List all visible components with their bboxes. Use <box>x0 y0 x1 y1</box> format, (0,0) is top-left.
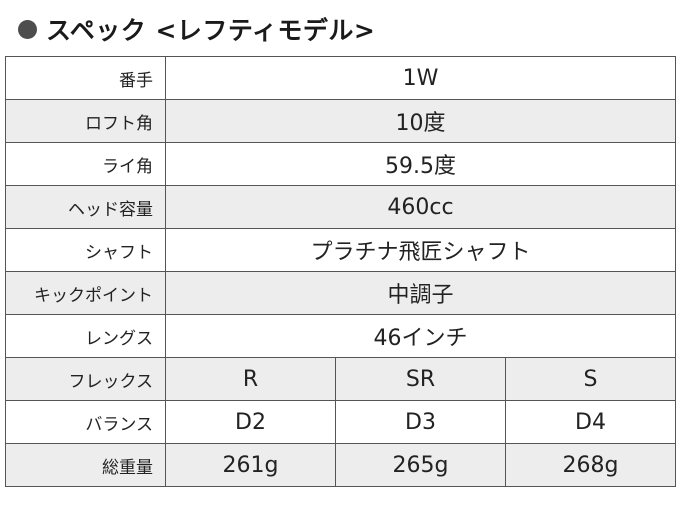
spec-row-length: レングス 46インチ <box>5 314 676 358</box>
spec-label: 総重量 <box>5 443 166 487</box>
spec-value: SR <box>335 357 506 401</box>
spec-value: R <box>165 357 336 401</box>
spec-value: プラチナ飛匠シャフト <box>165 228 676 272</box>
spec-value: 265g <box>335 443 506 487</box>
bullet-circle-icon <box>18 19 37 39</box>
spec-row-balance: バランス D2 D3 D4 <box>5 400 676 444</box>
spec-row-loft: ロフト角 10度 <box>5 99 676 143</box>
spec-value: D4 <box>505 400 676 444</box>
spec-label: レングス <box>5 314 166 358</box>
spec-value: 261g <box>165 443 336 487</box>
spec-value: 1W <box>165 56 676 100</box>
spec-label: バランス <box>5 400 166 444</box>
spec-value: 中調子 <box>165 271 676 315</box>
spec-value: S <box>505 357 676 401</box>
spec-row-kickpoint: キックポイント 中調子 <box>5 271 676 315</box>
spec-label: キックポイント <box>5 271 166 315</box>
spec-label: 番手 <box>5 56 166 100</box>
spec-label: ロフト角 <box>5 99 166 143</box>
spec-value: 460cc <box>165 185 676 229</box>
spec-label: ヘッド容量 <box>5 185 166 229</box>
spec-row-lie: ライ角 59.5度 <box>5 142 676 186</box>
spec-value: 10度 <box>165 99 676 143</box>
spec-row-total-weight: 総重量 261g 265g 268g <box>5 443 676 487</box>
spec-value: 46インチ <box>165 314 676 358</box>
spec-value: 268g <box>505 443 676 487</box>
spec-value: D3 <box>335 400 506 444</box>
spec-value: 59.5度 <box>165 142 676 186</box>
spec-row-head-volume: ヘッド容量 460cc <box>5 185 676 229</box>
spec-label: フレックス <box>5 357 166 401</box>
section-title: スペック <レフティモデル> <box>46 16 376 45</box>
spec-row-club-number: 番手 1W <box>5 56 676 100</box>
spec-label: ライ角 <box>5 142 166 186</box>
spec-table: 番手 1W ロフト角 10度 ライ角 59.5度 ヘッド容量 460cc シャフ… <box>5 56 676 487</box>
spec-row-flex: フレックス R SR S <box>5 357 676 401</box>
spec-row-shaft: シャフト プラチナ飛匠シャフト <box>5 228 676 272</box>
spec-value: D2 <box>165 400 336 444</box>
spec-label: シャフト <box>5 228 166 272</box>
section-heading: スペック <レフティモデル> <box>18 12 375 46</box>
